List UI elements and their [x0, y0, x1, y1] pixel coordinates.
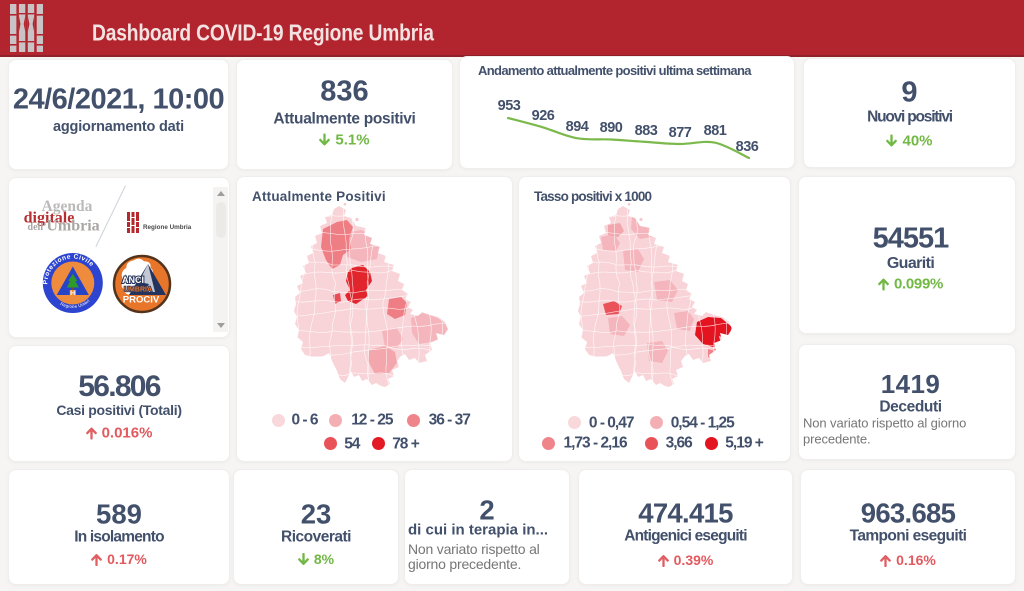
- svg-text:890: 890: [600, 120, 623, 136]
- svg-text:881: 881: [704, 123, 727, 139]
- svg-text:PROCIV: PROCIV: [123, 295, 160, 306]
- svg-text:883: 883: [635, 123, 658, 139]
- svg-text:dell’: dell’: [28, 222, 47, 233]
- svg-text:Regione Umbria: Regione Umbria: [143, 224, 192, 231]
- svg-text:Agenda: Agenda: [42, 198, 93, 215]
- svg-text:UMBRIA: UMBRIA: [124, 287, 152, 294]
- svg-text:926: 926: [532, 108, 555, 124]
- svg-text:953: 953: [498, 98, 521, 114]
- svg-text:894: 894: [566, 119, 589, 135]
- svg-text:ANCI: ANCI: [122, 275, 144, 285]
- svg-text:877: 877: [669, 125, 692, 141]
- svg-text:836: 836: [736, 139, 759, 155]
- svg-text:Umbria: Umbria: [46, 218, 99, 235]
- svg-text:digitale: digitale: [24, 210, 75, 227]
